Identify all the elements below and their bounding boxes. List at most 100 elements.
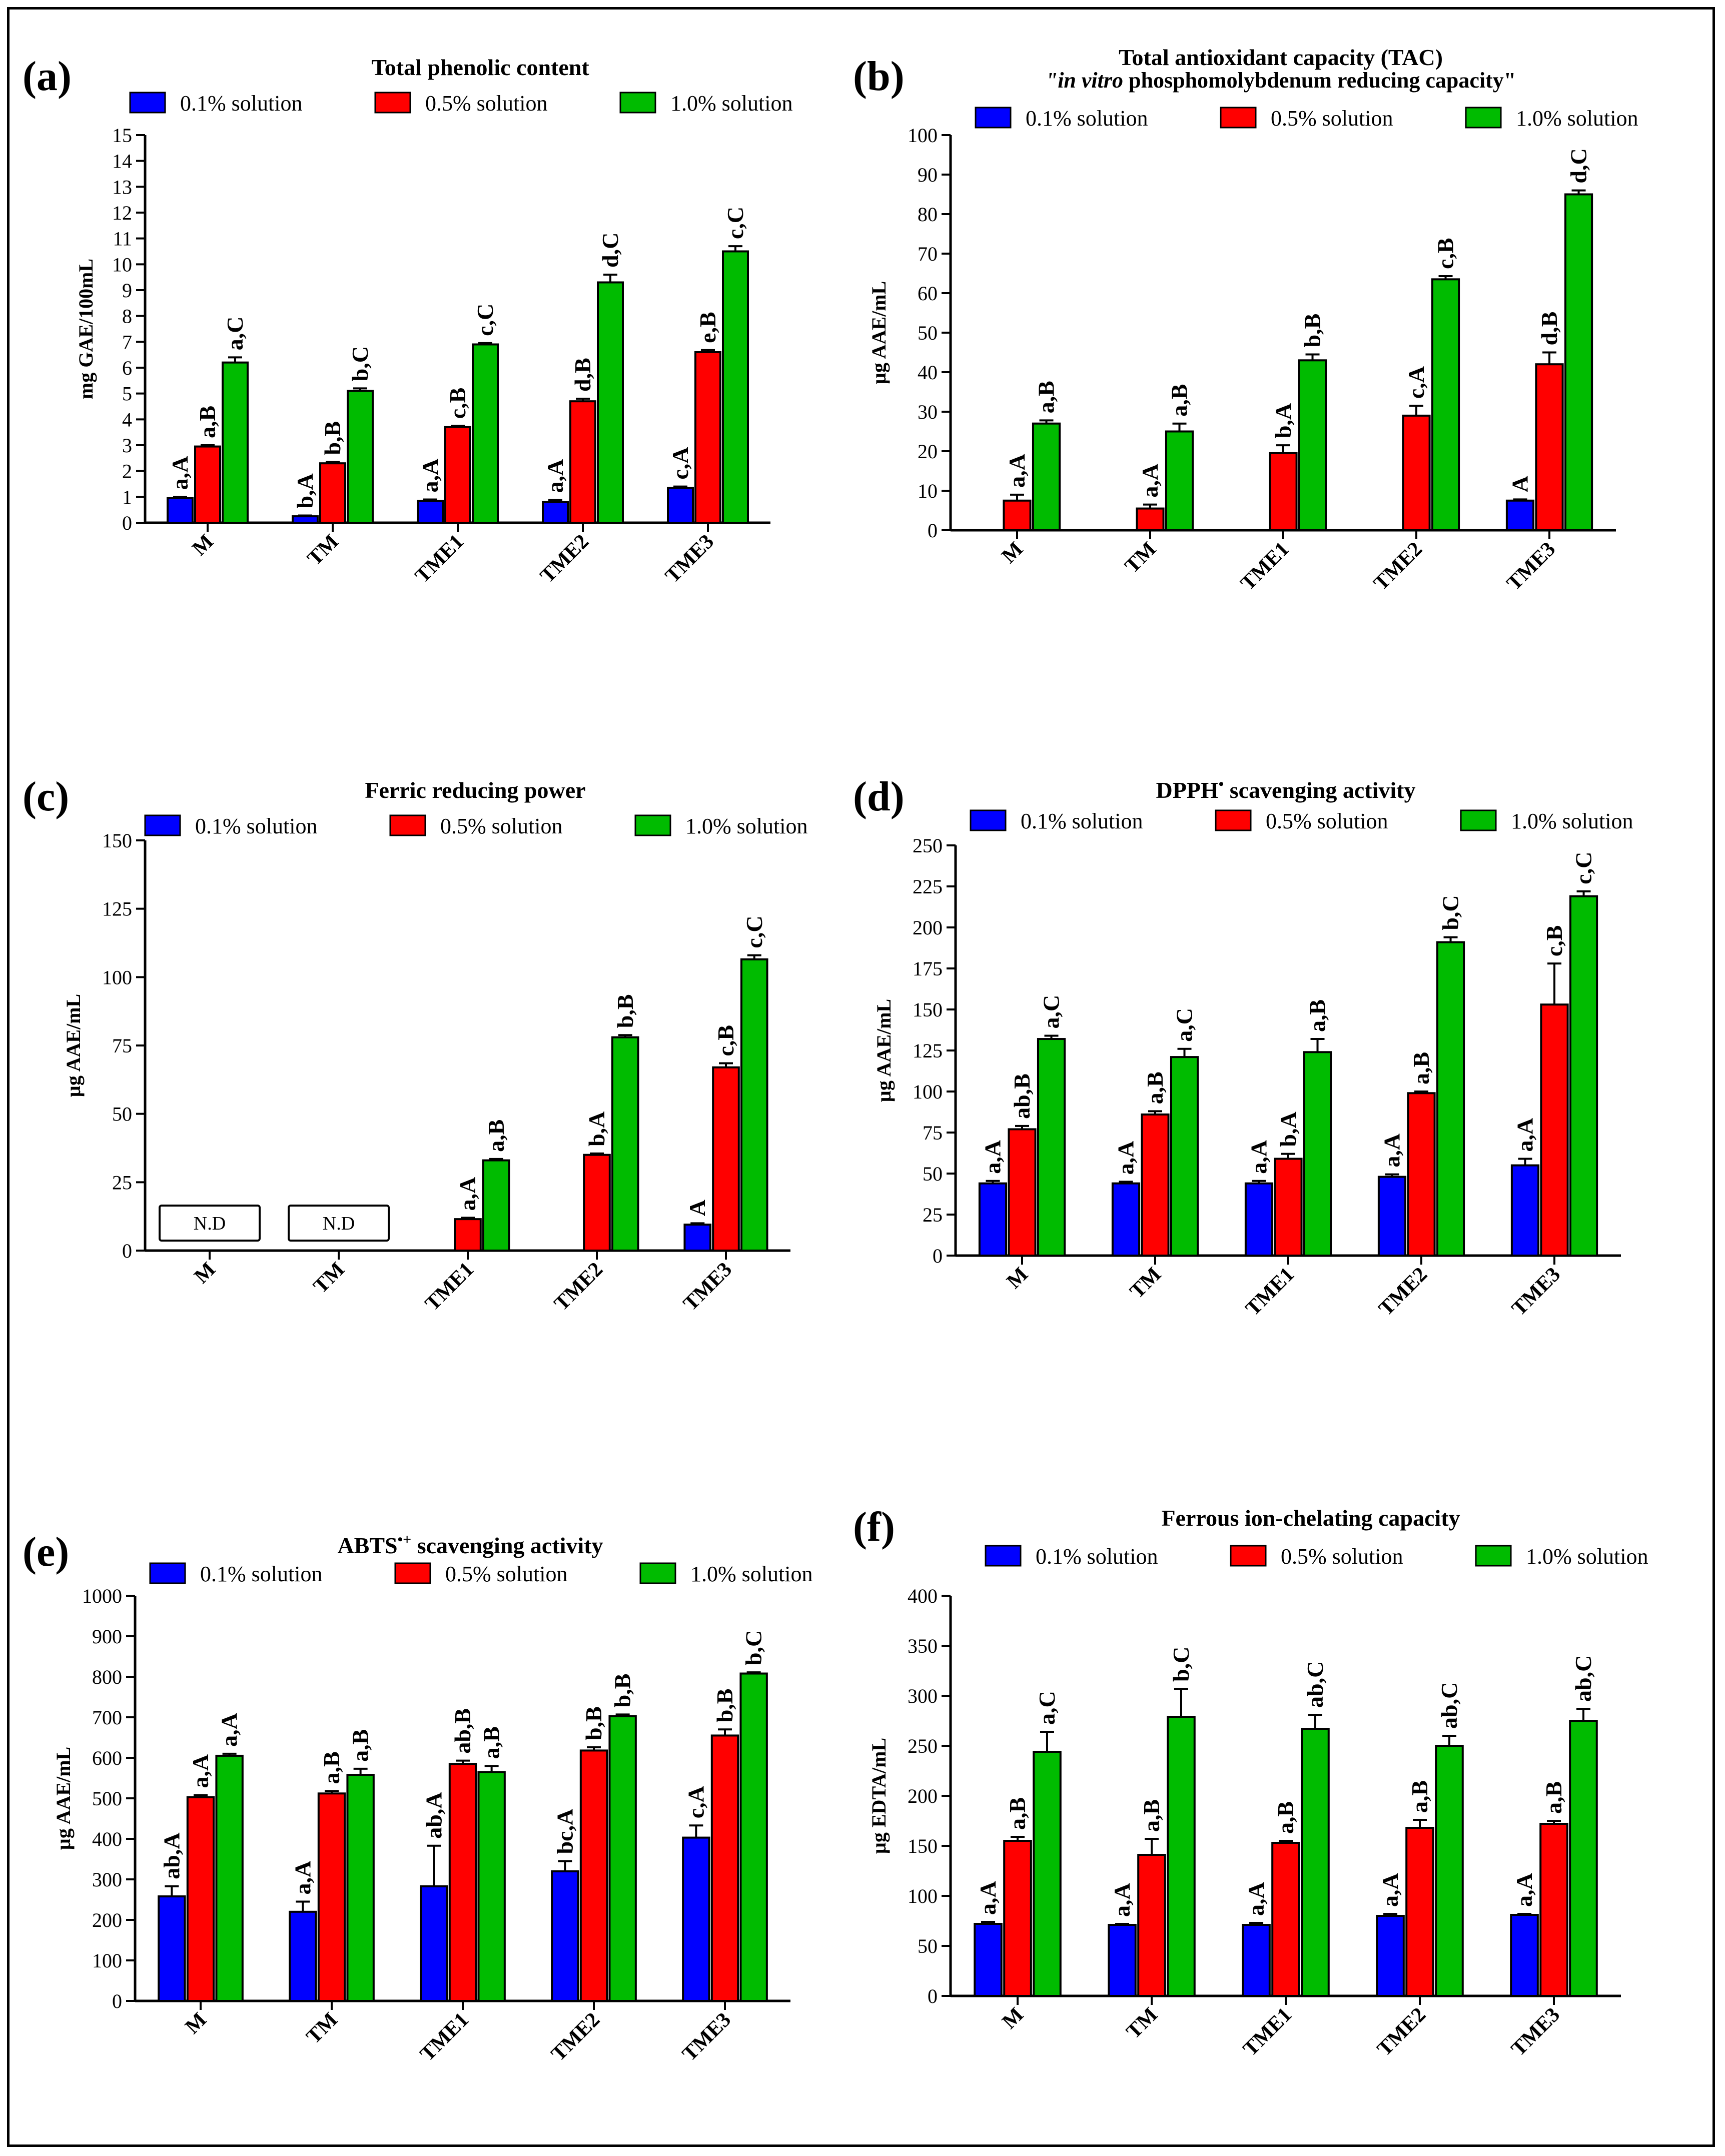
bar-TM-s2 [1141,1113,1170,1257]
legend-label-2: 0.5% solution [1281,1544,1403,1569]
y-tick-label: 0 [122,512,132,534]
x-category-label: M [188,530,219,561]
legend-swatch-3 [1460,809,1497,831]
y-tick-label: 100 [913,1081,943,1103]
bar-data-label: a,A [455,1177,480,1211]
bar-TM-s1 [1108,1924,1137,1997]
panel-c-ferric-reducing-power: (c) Ferric reducing power 0.1% solution 0.5… [20,735,871,1356]
x-category-label: TM [1121,538,1161,578]
legend-label-1: 0.1% solution [1026,106,1148,131]
bar-M-s3 [1032,422,1061,532]
bar-data-label: a,A [1004,454,1030,488]
bar-TME3-s2 [1539,1823,1568,1997]
bar-TME2-s2 [1405,1827,1434,1997]
bar-data-label: a,A [1512,1118,1537,1152]
bar-TME3-s1 [1505,499,1535,531]
y-axis-label: µg AAE/mL [868,281,890,384]
bar-TME1-s1 [1244,1182,1274,1257]
bar-TME2-s2 [1407,1092,1436,1257]
bar-data-label: a,A [542,459,568,493]
y-tick-label: 2 [122,460,132,483]
bar-TME3-s1 [667,487,694,524]
bar-TM-s2 [1137,1854,1166,1997]
bar-TME1-s1 [1242,1924,1271,1997]
legend-swatch-2 [374,92,411,114]
bar-TME3-s2 [694,351,721,524]
bar-TME1-s2 [444,426,471,524]
bar-data-label: c,C [472,304,498,336]
bar-data-label: b,B [612,994,638,1028]
bar-TME3-s2 [710,1734,739,2002]
panel-label: (c) [23,773,69,820]
y-tick-label: 10 [918,480,938,502]
legend-swatch-1 [129,92,166,114]
x-category-label: TM [1122,2003,1162,2043]
legend-swatch-1 [144,814,181,836]
bar-TME1-s2 [1271,1842,1300,1997]
x-category-label: TME1 [416,2008,473,2066]
y-axis-label: µg AAE/mL [873,999,895,1102]
bar-data-label: b,A [584,1112,609,1147]
x-category-label: TME3 [661,530,718,588]
bar-data-label: a,B [1273,1801,1298,1834]
bar-TME2-s2 [579,1749,608,2002]
bar-data-label: A [684,1200,710,1216]
y-tick-label: 30 [918,401,938,423]
bar-TME1-s3 [1303,1051,1332,1257]
chart-svg-d: (d) DPPH• scavenging activity 0.1% solutio… [853,773,1633,1321]
bar-data-label: ab,C [1570,1655,1596,1702]
y-tick-label: 70 [918,243,938,265]
nd-box [288,1205,390,1242]
bar-data-label: a,A [417,459,443,493]
bar-TM-s1 [289,1910,317,2002]
panel-d-dpph-scavenging-activity: (d) DPPH• scavenging activity 0.1% solutio… [850,735,1701,1356]
x-category-label: TME1 [1241,1263,1299,1321]
legend-label-1: 0.1% solution [1036,1544,1158,1569]
y-tick-label: 100 [908,1885,938,1907]
bar-data-label: a,C [1172,1008,1197,1042]
bar-TM-s3 [1165,430,1194,531]
panel-label: (e) [23,1529,69,1575]
bar-data-label: a,A [1379,1134,1404,1168]
bar-TME1-s3 [1298,359,1327,531]
bar-data-label: b,B [610,1674,635,1708]
bar-M-s3 [215,1754,244,2002]
bar-TME3-s3 [1569,1720,1598,1997]
bar-TME1-s3 [482,1159,510,1252]
bar-data-label: b,A [1275,1112,1301,1147]
bar-TME1-s3 [1301,1728,1330,1997]
y-tick-label: 11 [113,228,132,250]
y-tick-label: 200 [913,916,943,939]
bar-data-label: a,A [167,456,193,490]
legend-swatch-2 [1230,1545,1267,1567]
bar-M-s3 [1037,1038,1066,1257]
legend-label-2: 0.5% solution [1266,809,1388,833]
bar-data-label: b,B [712,1689,737,1723]
bar-data-label: ab,C [1302,1661,1328,1708]
legend-swatch-2 [1215,809,1252,831]
bar-TME3-s3 [1564,193,1593,531]
bar-data-label: b,A [292,473,318,508]
chart-title: Ferrous ion-chelating capacity [1161,1505,1460,1531]
y-tick-label: 0 [928,519,938,542]
legend-label-2: 0.5% solution [440,814,562,838]
bar-data-label: b,A [1270,403,1296,438]
legend-swatch-2 [394,1562,431,1584]
bar-TM-s1 [292,515,319,524]
bar-data-label: c,B [1433,238,1458,269]
y-tick-label: 0 [928,1985,938,2007]
bar-data-label: a,B [1541,1781,1566,1814]
y-tick-label: 400 [92,1828,122,1850]
bar-TM-s1 [1111,1182,1141,1257]
chart-svg-b: (b) Total antioxidant capacity (TAC)"in v… [853,45,1638,595]
chart-title: Ferric reducing power [365,777,585,803]
y-tick-label: 6 [122,357,132,379]
bar-data-label: a,A [217,1713,242,1747]
bar-data-label: a,B [1034,381,1059,413]
bar-M-s2 [1003,1840,1032,1997]
y-tick-label: 90 [918,164,938,186]
bar-data-label: a,A [188,1754,213,1788]
y-tick-label: 80 [918,203,938,226]
bar-data-label: a,B [1167,384,1192,417]
legend-swatch-3 [619,92,656,114]
